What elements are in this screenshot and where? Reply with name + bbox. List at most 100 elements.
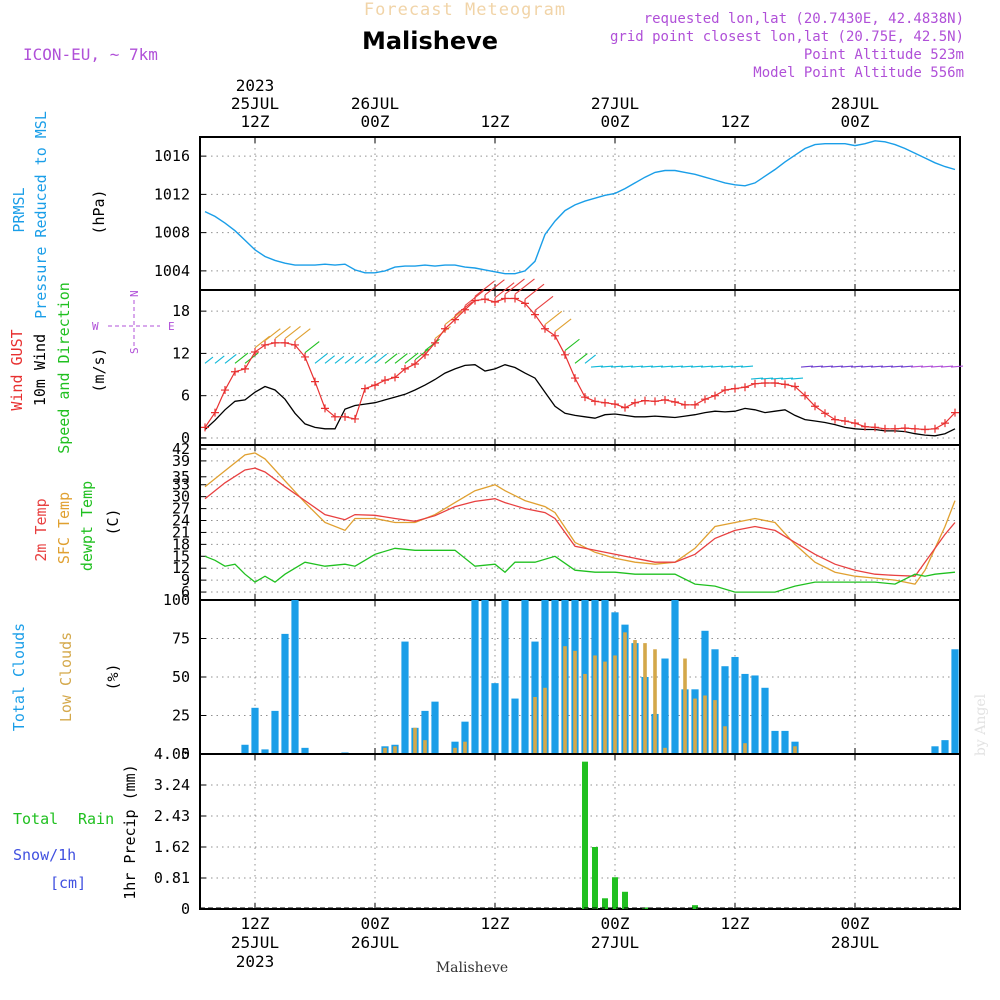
low-cloud-bar	[563, 646, 567, 754]
top-time-label: 00Z	[841, 112, 870, 131]
total-cloud-bar	[251, 707, 259, 754]
wind-direction-arrow	[574, 353, 588, 364]
wind-direction-arrow	[584, 354, 596, 364]
total-cloud-bar	[431, 701, 439, 754]
ytick-label: 33	[172, 476, 190, 494]
total-cloud-bar	[661, 658, 669, 754]
total-cloud-bar	[761, 687, 769, 754]
wind-direction-arrow	[324, 355, 335, 364]
sfc-temp-line	[204, 452, 956, 585]
wind-direction-arrow	[640, 365, 654, 368]
top-date-label: 25JUL	[231, 94, 279, 113]
gust-marker	[301, 352, 309, 361]
gust-marker	[381, 376, 389, 385]
wind-direction-arrow	[534, 295, 554, 311]
wind-direction-arrow	[650, 365, 664, 368]
ytick-label: 12	[172, 344, 190, 362]
low-cloud-bar	[713, 700, 717, 754]
wind-direction-arrow	[740, 365, 754, 368]
low-cloud-bar	[533, 697, 537, 754]
gust-marker	[281, 338, 289, 347]
wind-direction-arrow	[590, 365, 604, 368]
temperature-labels: 2m Temp SFC Temp dewpt Temp (C)	[32, 481, 122, 571]
wind-direction-arrow	[464, 290, 484, 306]
year-label-bottom: 2023	[236, 952, 275, 971]
wind-direction-arrow	[690, 365, 704, 368]
gust-marker	[621, 403, 629, 412]
cloud-labels: Total Clouds Low Clouds (%)	[10, 623, 122, 731]
gust-marker	[371, 381, 379, 390]
wind-direction-arrow	[374, 353, 388, 364]
wind-direction-arrow	[870, 365, 884, 368]
wind-direction-arrow	[610, 365, 624, 368]
wind-direction-arrow	[910, 365, 924, 368]
ytick-label: 35	[172, 468, 190, 486]
ytick-label: 39	[172, 452, 190, 470]
gust-marker	[531, 310, 539, 319]
wind-direction-arrow	[670, 365, 684, 368]
gust-marker	[391, 373, 399, 382]
wind-direction-arrow	[234, 352, 249, 364]
wind-10m-label: 10m Wind	[31, 334, 49, 406]
low-cloud-bar	[643, 643, 647, 754]
bottom-date-label: 27JUL	[591, 933, 639, 952]
gust-marker	[741, 383, 749, 392]
gust-marker	[841, 417, 849, 426]
gust-marker	[361, 384, 369, 393]
ytick-label: 100	[163, 591, 190, 609]
wind-direction-arrow	[860, 365, 874, 368]
low-cloud-bar	[383, 747, 387, 754]
wind-panel: 0 6 12 18	[172, 278, 964, 447]
gust-marker	[881, 424, 889, 433]
low-cloud-bar	[593, 655, 597, 754]
gust-marker	[911, 424, 919, 433]
wind-direction-arrow	[334, 355, 345, 364]
ytick-label: 1012	[154, 185, 190, 203]
total-cloud-bar	[671, 600, 679, 754]
pressure-line	[204, 140, 956, 275]
temp-2m-label: 2m Temp	[32, 498, 50, 561]
gust-marker	[781, 380, 789, 389]
total-cloud-bar	[451, 741, 459, 754]
wind-direction-arrow	[620, 365, 634, 368]
gust-marker	[411, 359, 419, 368]
pressure-unit: (hPa)	[90, 189, 108, 234]
wind-direction-arrow	[214, 355, 225, 364]
top-time-label: 00Z	[361, 112, 390, 131]
gust-marker	[661, 395, 669, 404]
gust-marker	[441, 324, 449, 333]
wind-direction-arrow	[494, 282, 515, 299]
wind-direction-arrow	[800, 365, 814, 368]
low-cloud-bar	[663, 747, 667, 754]
ytick-label: 3.24	[154, 776, 190, 794]
gust-marker	[201, 423, 209, 432]
wind-direction-arrow	[900, 365, 914, 368]
location-title: Malisheve	[362, 27, 498, 55]
wind-direction-arrow	[364, 353, 377, 364]
panel-frame	[199, 753, 961, 910]
legend-rain: Rain	[78, 810, 114, 828]
low-cloud-bar	[743, 743, 747, 754]
gust-marker	[451, 315, 459, 324]
low-cloud-bar	[583, 673, 587, 754]
wind-direction-arrow	[354, 356, 365, 364]
gust-marker	[431, 338, 439, 347]
wind-unit: (m/s)	[90, 347, 108, 392]
gust-marker	[611, 400, 619, 409]
temp-unit: (C)	[104, 508, 122, 535]
wind-direction-arrow	[404, 352, 419, 364]
bottom-time-label: 12Z	[721, 914, 750, 933]
low-cloud-bar	[793, 746, 797, 754]
wind-direction-arrow	[254, 335, 271, 349]
total-cloud-bar	[481, 600, 489, 754]
gust-marker	[261, 340, 269, 349]
rain-bar	[582, 761, 588, 909]
pressure-labels: PRMSL Pressure Reduced to MSL (hPa)	[10, 111, 108, 319]
bottom-time-label: 12Z	[241, 914, 270, 933]
panel-frame	[199, 444, 961, 601]
total-cloud-bar	[461, 721, 469, 754]
wind-direction-arrow	[294, 328, 311, 342]
gust-marker	[331, 412, 339, 421]
